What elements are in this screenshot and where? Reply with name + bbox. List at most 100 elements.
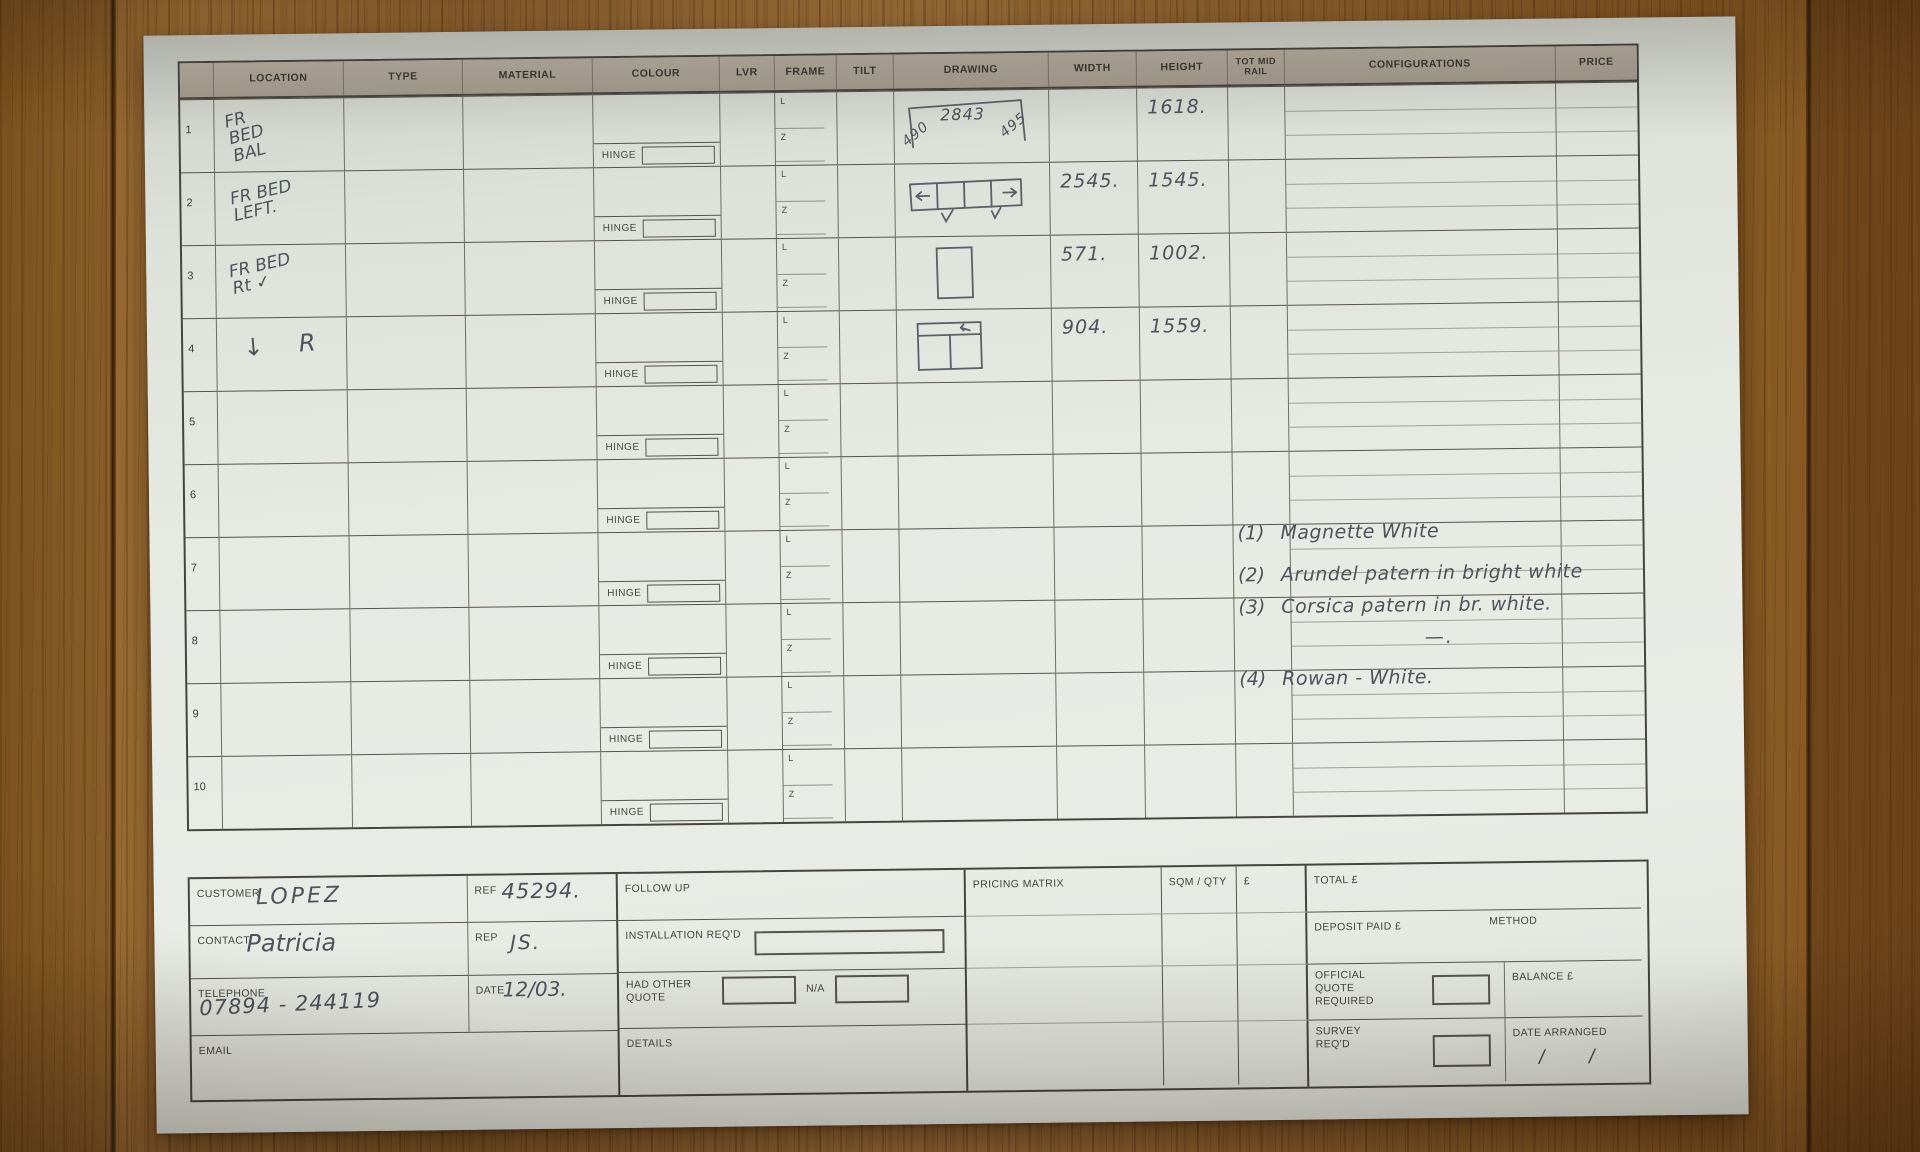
drawing-cell [898,527,1055,602]
hinge-field: HINGE [599,652,727,679]
tot-mid-rail-cell [1229,305,1288,379]
row-number-cell: 5 [189,416,196,429]
col-header-width: WIDTH [1047,51,1137,87]
hinge-box [641,145,715,165]
hinge-box [648,656,722,676]
total-field: TOTAL £ [1313,873,1358,887]
location-handwriting: FR BED BAL [222,107,268,167]
tilt-cell [837,237,896,311]
details-field: DETAILS [619,1023,967,1093]
drawing-cell [893,162,1050,237]
official-quote-box [1431,974,1491,1006]
type-cell [351,753,472,828]
deposit-field: DEPOSIT PAID £ METHOD [1307,907,1642,964]
window-sketch [910,311,992,377]
tot-mid-rail-cell [1231,451,1290,525]
wood-plank-left [0,0,112,1152]
type-cell [344,169,464,244]
tilt-cell [841,529,900,603]
type-cell [350,680,471,755]
col-header-type: TYPE [342,59,463,96]
colour-cell: HINGE [599,677,728,752]
type-cell [349,607,470,682]
tot-mid-rail-cell [1235,743,1293,817]
colour-cell: HINGE [594,312,723,387]
lvr-cell [727,750,784,823]
had-other-quote-box [721,975,797,1005]
location-cell [218,536,350,610]
method-label: METHOD [1489,914,1538,928]
drawing-cell [896,381,1053,456]
price-cell [1563,739,1646,813]
hinge-box [646,510,720,530]
type-cell [344,242,465,317]
row-number-cell: 8 [191,635,198,648]
lvr-cell [721,312,778,385]
drawing-cell [900,673,1057,748]
tot-mid-rail-cell [1227,86,1285,160]
pound-header: £ [1235,865,1308,913]
lvr-cell [720,239,777,312]
tilt-cell [840,456,899,530]
material-cell [470,752,602,826]
hinge-box [647,583,721,603]
colour-cell: HINGE [593,166,721,241]
tot-mid-rail-cell [1234,670,1293,744]
window-sketch [921,240,983,304]
type-cell [345,315,466,390]
survey-reqd-box [1432,1034,1492,1068]
pricing-matrix-header: PRICING MATRIX [972,877,1065,891]
hinge-field: HINGE [599,579,726,606]
measurement-table: LOCATION TYPE MATERIAL COLOUR LVR FRAME … [177,43,1648,832]
price-cell [1555,82,1638,156]
hinge-box [649,802,723,822]
location-cell: FR BED LEFT. [214,171,345,245]
colour-cell: HINGE [596,458,725,533]
follow-up-field: FOLLOW UP [624,882,691,895]
type-cell [348,534,469,609]
rep-field: REP JS. [466,921,617,975]
tot-mid-rail-cell [1230,378,1289,452]
width-cell [1055,672,1145,746]
colour-cell: HINGE [595,385,724,460]
totals-section: TOTAL £ DEPOSIT PAID £ METHOD OFFICIAL Q… [1307,862,1644,1087]
wood-seam [110,0,116,1152]
lvr-cell [719,166,776,239]
row-number-cell: 4 [188,343,195,356]
drawing-cell [897,454,1054,529]
configurations-cell [1286,302,1559,378]
tilt-cell [836,91,894,165]
material-cell [465,387,597,461]
date-handwriting: 12/03. [502,976,567,1002]
location-cell [216,390,348,464]
drawing-cell: 2843 490 495 [893,89,1049,164]
tot-mid-rail-cell [1233,597,1292,671]
height-cell: 1559. [1138,306,1231,380]
tilt-cell [838,310,897,384]
email-field: EMAIL [198,1044,233,1058]
height-cell: 1618. [1136,87,1228,161]
type-cell [347,461,468,536]
col-header-height: HEIGHT [1135,50,1228,86]
location-cell [217,463,349,537]
col-header-material: MATERIAL [461,58,593,94]
had-other-quote-field: HAD OTHER QUOTE N/A [618,967,966,1029]
width-cell: 904. [1050,307,1140,381]
tilt-cell [844,748,902,822]
hinge-field: HINGE [594,214,721,241]
hinge-box [644,364,718,384]
lvr-cell [723,458,780,531]
customer-footer-block: CUSTOMER LOPEZ REF 45294. CONTACT Patric… [187,859,1652,1103]
price-cell [1558,374,1642,448]
width-cell [1053,526,1143,600]
contact-handwriting: Patricia [246,928,337,958]
configurations-cell [1290,594,1563,670]
col-header-tot-mid-rail: TOT MID RAIL [1226,49,1285,85]
